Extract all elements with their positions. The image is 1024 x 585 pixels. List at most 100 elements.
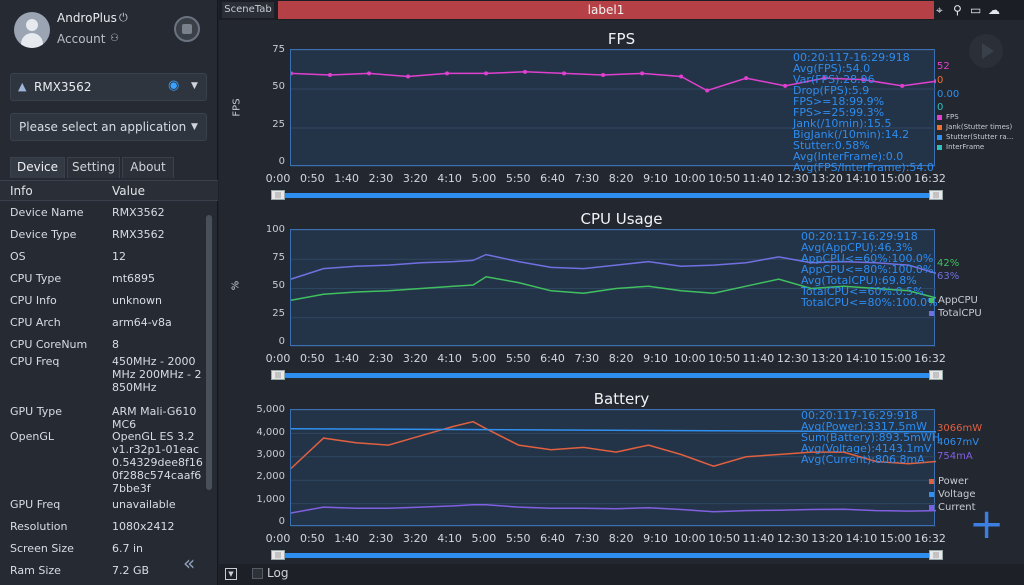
data-point [523,69,528,74]
account-settings-icon[interactable]: ⚇ [110,33,119,44]
legend-totalcpu[interactable]: TotalCPU [929,308,982,319]
x-tick-label: 3:20 [402,532,428,545]
legend-fps[interactable]: FPS [937,113,959,121]
x-tick-label: 16:32 [914,352,946,365]
x-tick-label: 4:10 [437,352,462,365]
device-select-value: RMX3562 [34,80,92,94]
x-tick-label: 6:40 [540,532,565,545]
stat-line: TotalCPU<=80%:100.0% [801,296,938,309]
row-value: 1080x2412 [112,520,175,533]
column-header-info: Info [10,184,33,198]
avatar[interactable] [14,12,50,48]
account-label[interactable]: Account [57,32,106,46]
row-key: Device Name [10,206,84,219]
legend-stutter[interactable]: Stutter(Stutter ra... [937,133,1013,141]
location-icon[interactable]: ⌖ [936,3,943,17]
slider-handle-end[interactable]: ||| [929,190,943,200]
log-label: Log [267,566,289,580]
slider-range[interactable] [283,373,931,378]
collapse-sidebar-icon[interactable]: « [183,551,196,575]
legend-power[interactable]: Power [929,476,968,487]
row-value: 7.2 GB [112,564,150,577]
x-tick-label: 13:20 [811,532,843,545]
power-current-value: 3066mW [937,423,983,434]
log-checkbox[interactable] [252,568,263,579]
cpu-plot-area[interactable] [290,229,936,347]
tab-device[interactable]: Device [10,157,65,178]
x-tick-label: 13:20 [811,172,843,185]
folder-icon[interactable]: ▭ [970,3,982,17]
stat-line: FPS>=25:99.3% [793,106,885,119]
x-tick-label: 2:30 [368,532,394,545]
slider-range[interactable] [283,193,931,198]
tab-about[interactable]: About [122,157,174,178]
slider-handle-start[interactable]: ||| [271,370,285,380]
stat-line: Avg(AppCPU):46.3% [801,241,913,254]
sidebar-scrollbar[interactable] [206,205,214,577]
x-axis: 0:00 0:50 1:40 2:30 3:20 4:10 5:00 5:50 6:40 7:30… [219,352,1024,366]
slider-range[interactable] [283,553,931,558]
x-tick-label: 10:00 [673,532,706,545]
legend-appcpu[interactable]: AppCPU [929,295,978,306]
power-icon[interactable]: ⏻ [119,11,128,24]
row-key: OS [10,250,26,263]
stat-line: Drop(FPS):5.9 [793,84,870,97]
marker-icon[interactable]: ⚲ [953,3,962,17]
download-icon[interactable]: ▼ [225,568,237,580]
fps-range-slider[interactable]: ||| ||| [271,190,943,200]
data-point [705,88,710,93]
x-tick-label: 4:10 [437,172,462,185]
legend-label: FPS [946,113,959,121]
x-tick-label: 0:50 [299,532,325,545]
x-tick-label: 9:10 [643,172,668,185]
stat-line: Avg(Power):3317.5mW [801,420,928,433]
stat-line: Var(FPS):28.96 [793,73,875,86]
app-select[interactable]: Please select an application ▼ [10,113,207,141]
x-tick-label: 10:00 [673,172,706,185]
top-bar: SceneTab label1 ⌖ ⚲ ▭ ☁ [219,0,1024,20]
tab-setting[interactable]: Setting [67,157,120,178]
x-tick-label: 0:50 [299,172,325,185]
battery-range-slider[interactable]: ||| ||| [271,550,943,560]
slider-handle-start[interactable]: ||| [271,550,285,560]
row-value: mt6895 [112,272,156,285]
y-tick-label: 100 [265,224,285,235]
x-tick-label: 13:20 [811,352,843,365]
y-tick-label: 3,000 [256,449,285,460]
chart-svg [291,230,936,347]
tab-scene[interactable]: SceneTab [222,2,274,18]
x-tick-label: 16:32 [914,172,946,185]
android-icon: ▲ [18,80,27,93]
row-key: CPU Freq [10,355,60,368]
slider-handle-end[interactable]: ||| [929,550,943,560]
y-tick-label: 1,000 [256,494,285,505]
cpu-range-slider[interactable]: ||| ||| [271,370,943,380]
slider-handle-start[interactable]: ||| [271,190,285,200]
row-value: RMX3562 [112,228,165,241]
legend-jank[interactable]: Jank(Stutter times) [937,123,1012,131]
stat-line: 00:20:117-16:29:918 [801,409,918,422]
row-key: Resolution [10,520,68,533]
data-point [484,71,489,76]
legend-voltage[interactable]: Voltage [929,489,976,500]
tab-label1[interactable]: label1 [278,1,934,19]
cloud-icon[interactable]: ☁ [988,3,1000,17]
x-tick-label: 1:40 [334,172,359,185]
y-tick-label: 50 [272,280,285,291]
stat-line: Sum(Battery):893.5mWH [801,431,941,444]
legend-current[interactable]: Current [929,502,976,513]
x-tick-label: 6:40 [540,172,565,185]
scrollbar-thumb[interactable] [206,215,212,490]
record-button[interactable] [174,16,200,42]
slider-handle-end[interactable]: ||| [929,370,943,380]
device-select[interactable]: ▲ RMX3562 ◉ ▼ [10,73,207,101]
add-chart-button[interactable]: + [969,499,1005,548]
battery-plot-area[interactable] [290,409,936,527]
x-tick-label: 5:50 [505,172,531,185]
data-point [783,83,788,88]
play-button[interactable] [969,34,1003,68]
x-tick-label: 5:50 [505,532,531,545]
legend-interframe[interactable]: InterFrame [937,143,984,151]
fps-plot-area[interactable] [290,49,936,167]
y-tick-label: 5,000 [256,404,285,415]
